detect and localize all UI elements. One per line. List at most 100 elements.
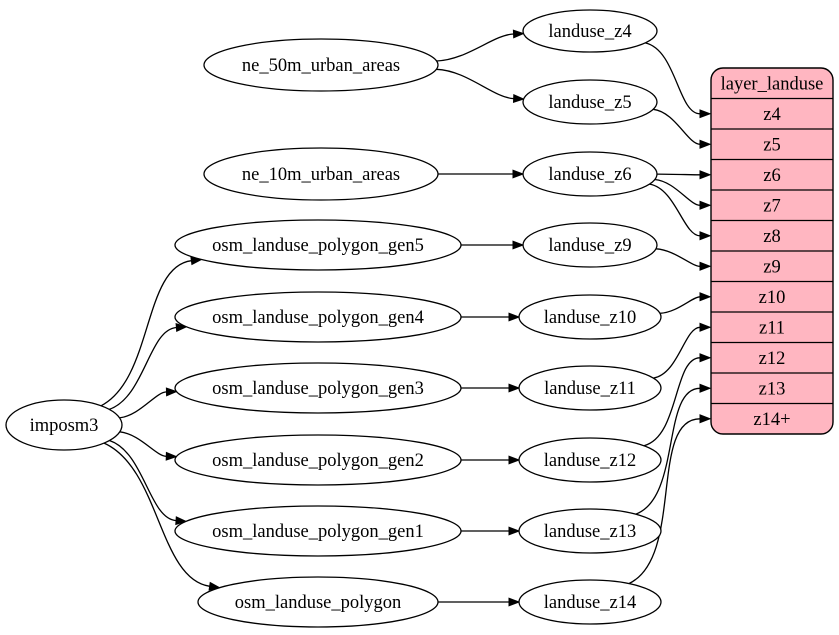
arrowhead [175, 516, 188, 526]
node-landuse_z9: landuse_z9 [522, 222, 658, 268]
record-row-z8: z8 [763, 227, 780, 247]
arrowhead [699, 139, 712, 149]
node-label: ne_50m_urban_areas [242, 56, 400, 76]
node-label: landuse_z12 [544, 451, 636, 471]
node-osm_landuse_polygon_gen2: osm_landuse_polygon_gen2 [174, 434, 462, 486]
node-label: imposm3 [30, 416, 99, 436]
record-title: layer_landuse [721, 74, 824, 94]
node-label: landuse_z13 [544, 522, 636, 542]
node-label: landuse_z14 [544, 593, 636, 613]
record-row-z4: z4 [763, 105, 780, 125]
node-ellipse [522, 151, 658, 197]
node-landuse_z4: landuse_z4 [522, 9, 658, 53]
arrowhead [165, 387, 178, 397]
arrowhead [699, 200, 712, 210]
node-label: ne_10m_urban_areas [242, 165, 400, 185]
arrowhead [699, 109, 712, 119]
record-row-z12: z12 [759, 349, 786, 369]
node-osm_landuse_polygon_gen1: osm_landuse_polygon_gen1 [174, 505, 462, 557]
node-ellipse [174, 505, 462, 557]
arrowhead [699, 353, 712, 363]
node-label: osm_landuse_polygon [235, 593, 402, 613]
arrowhead [175, 323, 188, 333]
arrowhead [512, 169, 525, 179]
record-row-z11: z11 [759, 318, 785, 338]
node-label: osm_landuse_polygon_gen5 [212, 236, 424, 256]
arrowhead [699, 231, 712, 241]
arrowhead [508, 526, 521, 536]
edge-imposm3-to-osm_landuse_polygon_gen3 [119, 391, 167, 419]
arrowhead [699, 292, 712, 302]
node-ellipse [518, 437, 662, 483]
node-ellipse [174, 219, 462, 271]
node-label: landuse_z9 [548, 236, 631, 256]
node-label: osm_landuse_polygon_gen1 [212, 522, 424, 542]
arrowhead [508, 455, 521, 465]
node-ellipse [174, 434, 462, 486]
node-ellipse [518, 508, 662, 554]
arrowhead [699, 322, 712, 332]
node-osm_landuse_polygon_gen5: osm_landuse_polygon_gen5 [174, 219, 462, 271]
node-ellipse [522, 222, 658, 268]
node-landuse_z11: landuse_z11 [518, 365, 662, 411]
arrowhead [512, 240, 525, 250]
edge-landuse_z6-to-layer_landuse-z6 [656, 173, 701, 176]
edge-landuse_z11-to-layer_landuse-z11 [653, 326, 701, 379]
arrowhead [699, 414, 712, 424]
node-ne_10m_urban_areas: ne_10m_urban_areas [203, 147, 439, 201]
arrowhead [165, 451, 178, 461]
edges-layer [100, 29, 712, 607]
arrowhead [699, 383, 712, 393]
edge-imposm3-to-osm_landuse_polygon_gen4 [108, 326, 177, 411]
record-row-z9: z9 [763, 257, 780, 277]
edge-landuse_z6-to-layer_landuse-z7 [654, 178, 701, 206]
edge-landuse_z12-to-layer_landuse-z12 [643, 357, 701, 447]
record-layer-landuse: layer_landuse z4 z5 z6 z7 z8 z9 z10 z11 z12 z13 z14… [710, 67, 834, 435]
node-label: landuse_z10 [544, 308, 636, 328]
node-landuse_z14: landuse_z14 [518, 579, 662, 625]
node-label: osm_landuse_polygon_gen2 [212, 451, 424, 471]
node-osm_landuse_polygon_gen3: osm_landuse_polygon_gen3 [174, 362, 462, 414]
record-row-z7: z7 [763, 196, 780, 216]
node-ellipse [203, 38, 439, 92]
record-row-z10: z10 [759, 288, 786, 308]
node-ellipse [518, 579, 662, 625]
node-landuse_z12: landuse_z12 [518, 437, 662, 483]
record-row-z14+: z14+ [753, 410, 790, 430]
node-ellipse [518, 365, 662, 411]
node-landuse_z10: landuse_z10 [518, 294, 662, 340]
arrowhead [508, 312, 521, 322]
edge-landuse_z13-to-layer_landuse-z13 [635, 387, 701, 515]
edge-imposm3-to-osm_landuse_polygon_gen1 [109, 439, 177, 522]
edge-imposm3-to-osm_landuse_polygon_gen5 [100, 260, 192, 407]
node-label: landuse_z5 [548, 93, 631, 113]
node-label: osm_landuse_polygon_gen3 [212, 379, 424, 399]
node-osm_landuse_polygon_gen4: osm_landuse_polygon_gen4 [174, 291, 462, 343]
edge-imposm3-to-osm_landuse_polygon_gen2 [119, 431, 167, 457]
edge-landuse_z14-to-layer_landuse-z14+ [628, 418, 701, 585]
edge-landuse_z5-to-layer_landuse-z5 [653, 108, 701, 145]
record-row-z6: z6 [763, 166, 780, 186]
edge-landuse_z6-to-layer_landuse-z8 [649, 183, 701, 237]
arrowhead [508, 383, 521, 393]
arrowhead [699, 261, 712, 271]
node-ellipse [5, 399, 123, 451]
node-label: landuse_z11 [544, 379, 636, 399]
node-landuse_z13: landuse_z13 [518, 508, 662, 554]
edge-landuse_z4-to-layer_landuse-z4 [645, 42, 701, 115]
record-row-z5: z5 [763, 135, 780, 155]
node-ellipse [522, 79, 658, 125]
node-landuse_z6: landuse_z6 [522, 151, 658, 197]
node-landuse_z5: landuse_z5 [522, 79, 658, 125]
nodes-layer: imposm3 ne_50m_urban_areas ne_10m_urban_ar… [5, 9, 662, 628]
node-ne_50m_urban_areas: ne_50m_urban_areas [203, 38, 439, 92]
record-row-z13: z13 [759, 379, 786, 399]
node-osm_landuse_polygon: osm_landuse_polygon [197, 576, 439, 628]
node-imposm3: imposm3 [5, 399, 123, 451]
arrowhead [512, 29, 525, 39]
node-ellipse [174, 362, 462, 414]
edge-landuse_z9-to-layer_landuse-z9 [655, 248, 701, 267]
edge-ne_50m_urban_areas-to-landuse_z5 [436, 68, 514, 100]
arrowhead [699, 170, 712, 180]
